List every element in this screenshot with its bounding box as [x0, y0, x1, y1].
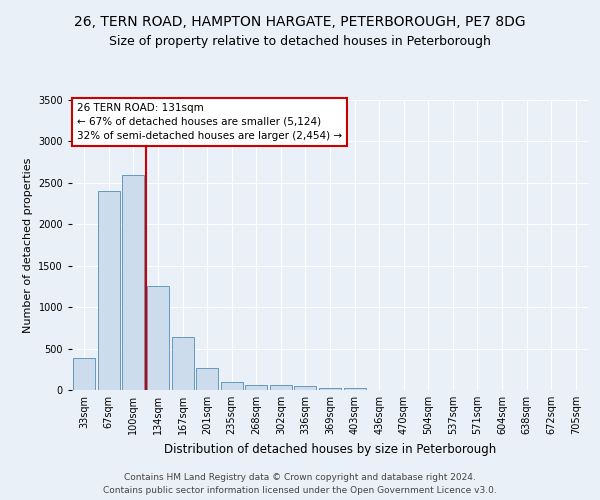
- Y-axis label: Number of detached properties: Number of detached properties: [23, 158, 32, 332]
- X-axis label: Distribution of detached houses by size in Peterborough: Distribution of detached houses by size …: [164, 442, 496, 456]
- Bar: [122, 174, 145, 390]
- Bar: [196, 368, 218, 390]
- Text: Contains HM Land Registry data © Crown copyright and database right 2024.
Contai: Contains HM Land Registry data © Crown c…: [103, 474, 497, 495]
- Bar: [245, 385, 268, 390]
- Bar: [270, 386, 292, 390]
- Bar: [221, 382, 243, 390]
- Text: Size of property relative to detached houses in Peterborough: Size of property relative to detached ho…: [109, 35, 491, 48]
- Bar: [319, 388, 341, 390]
- Bar: [98, 191, 120, 390]
- Bar: [295, 386, 316, 390]
- Bar: [172, 337, 194, 390]
- Bar: [147, 286, 169, 390]
- Bar: [73, 358, 95, 390]
- Text: 26, TERN ROAD, HAMPTON HARGATE, PETERBOROUGH, PE7 8DG: 26, TERN ROAD, HAMPTON HARGATE, PETERBOR…: [74, 15, 526, 29]
- Text: 26 TERN ROAD: 131sqm
← 67% of detached houses are smaller (5,124)
32% of semi-de: 26 TERN ROAD: 131sqm ← 67% of detached h…: [77, 103, 342, 141]
- Bar: [344, 388, 365, 390]
